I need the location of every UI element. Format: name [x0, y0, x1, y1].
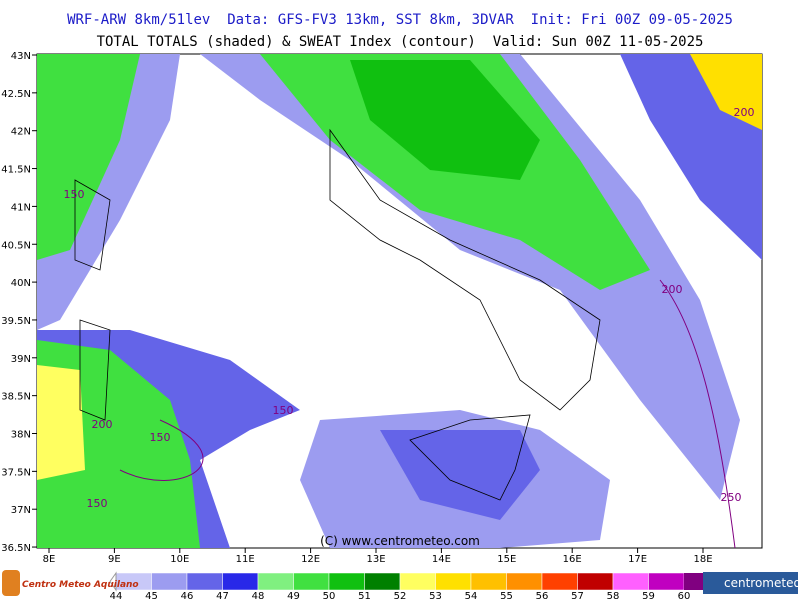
contour-label: 200: [92, 418, 113, 431]
contour-label: 250: [721, 491, 742, 504]
colorbar-box: [399, 572, 436, 591]
colorbar-box: [648, 572, 685, 591]
contour-label: 150: [87, 497, 108, 510]
lon-label: 17E: [628, 554, 647, 565]
lat-label: 42N: [11, 127, 31, 138]
colorbar-label: 60: [678, 591, 691, 600]
lat-label: 43N: [11, 51, 31, 62]
lon-label: 16E: [563, 554, 582, 565]
colorbar-arrow-left: [109, 571, 117, 592]
colorbar-label: 47: [216, 591, 229, 600]
colorbar-box: [612, 572, 649, 591]
colorbar-label: 52: [394, 591, 407, 600]
colorbar-label: 46: [181, 591, 194, 600]
shade: [37, 54, 140, 260]
contour-label: 150: [273, 404, 294, 417]
lat-label: 38N: [11, 430, 31, 441]
lon-label: 11E: [236, 554, 255, 565]
contour-label: 200: [734, 106, 755, 119]
colorbar-box: [577, 572, 614, 591]
colorbar-label: 54: [465, 591, 478, 600]
contour: [119, 419, 204, 481]
shade: [200, 54, 740, 500]
colorbar-box: [541, 572, 578, 591]
shade: [690, 54, 762, 130]
colorbar-label: 51: [358, 591, 371, 600]
copyright: (C) www.centrometeo.com: [320, 534, 480, 548]
title-line1: WRF-ARW 8km/51lev Data: GFS-FV3 13km, SS…: [67, 12, 733, 28]
logo-left: Centro Meteo Aquilano: [22, 580, 139, 590]
lon-label: 14E: [432, 554, 451, 565]
shade: [350, 60, 540, 180]
colorbar-label: 44: [110, 591, 123, 600]
shading: [37, 54, 762, 548]
logo-right: centrometeo: [724, 576, 800, 590]
colorbar-label: 55: [500, 591, 513, 600]
title-line2: TOTAL TOTALS (shaded) & SWEAT Index (con…: [97, 34, 704, 50]
colorbar-box: [257, 572, 294, 591]
lat-label: 40.5N: [1, 240, 31, 251]
colorbar-box: [293, 572, 330, 591]
lat-label: 37N: [11, 505, 31, 516]
contour-label: 150: [64, 188, 85, 201]
lon-label: 10E: [170, 554, 189, 565]
lat-label: 39N: [11, 354, 31, 365]
colorbar-label: 56: [536, 591, 549, 600]
map-area: (C) www.centrometeo.com: [36, 53, 763, 549]
colorbar-box: [470, 572, 507, 591]
logo-left-icon: [2, 570, 20, 596]
colorbar-label: 49: [287, 591, 300, 600]
shade: [37, 365, 85, 480]
colorbar-box: [328, 572, 365, 591]
colorbar-box: [151, 572, 188, 591]
coastline: [74, 179, 111, 421]
lat-label: 40N: [11, 278, 31, 289]
contour-label: 200: [662, 283, 683, 296]
lon-label: 13E: [366, 554, 385, 565]
lat-label: 36.5N: [1, 543, 31, 554]
lat-label: 41.5N: [1, 165, 31, 176]
lon-label: 9E: [108, 554, 121, 565]
colorbar-box: [186, 572, 223, 591]
lat-label: 38.5N: [1, 392, 31, 403]
lat-label: 37.5N: [1, 467, 31, 478]
colorbar-box: [222, 572, 259, 591]
lat-label: 42.5N: [1, 89, 31, 100]
colorbar-label: 48: [252, 591, 265, 600]
colorbar: 44 45 46 47 48 49 50 51 52 53 54 55 56 57 58 59 60: [109, 571, 714, 602]
colorbar-box: [435, 572, 472, 591]
logo-right-bg: [703, 572, 798, 594]
colorbar-box: [364, 572, 401, 591]
lon-label: 8E: [43, 554, 56, 565]
lon-label: 18E: [693, 554, 712, 565]
colorbar-label: 59: [642, 591, 655, 600]
colorbar-label: 58: [607, 591, 620, 600]
colorbar-box: [506, 572, 543, 591]
lon-label: 12E: [301, 554, 320, 565]
lat-label: 41N: [11, 202, 31, 213]
contour: [659, 279, 736, 548]
coastline: [409, 414, 531, 501]
lat-label: 39.5N: [1, 316, 31, 327]
contour-label: 150: [150, 431, 171, 444]
coastline: [329, 128, 601, 411]
colorbar-label: 57: [571, 591, 584, 600]
lon-label: 15E: [497, 554, 516, 565]
colorbar-label: 53: [429, 591, 442, 600]
colorbar-label: 45: [145, 591, 158, 600]
shade: [380, 430, 540, 520]
colorbar-label: 50: [323, 591, 336, 600]
